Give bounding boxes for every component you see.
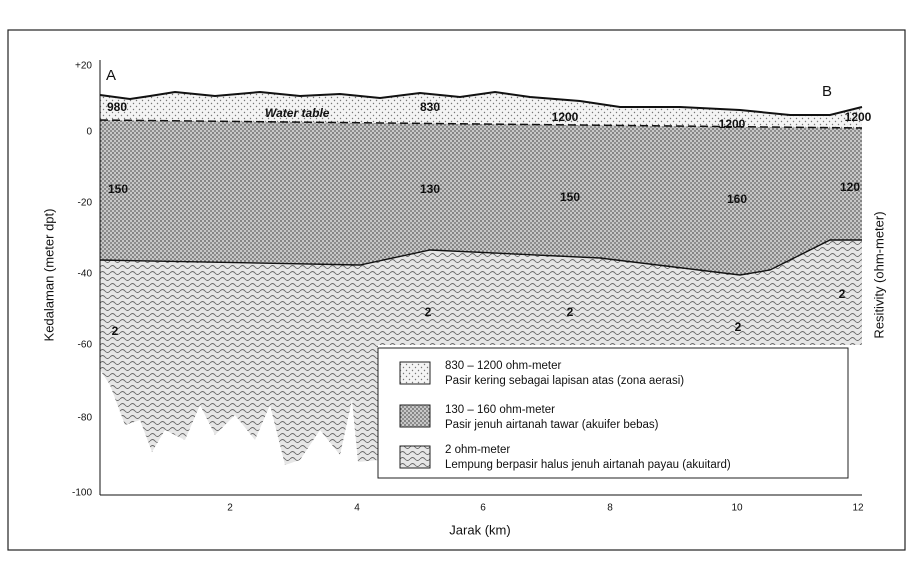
resistivity-label: 150 (108, 182, 128, 196)
end-label: B (822, 83, 832, 100)
y-tick-label: 0 (86, 127, 92, 138)
y-tick-label: +20 (75, 61, 92, 72)
x-ticks: 2 4 6 8 10 12 (227, 503, 864, 514)
x-tick-label: 12 (852, 503, 864, 514)
resistivity-label: 130 (420, 182, 440, 196)
x-tick-label: 10 (731, 503, 743, 514)
resistivity-label: 830 (420, 100, 440, 114)
x-tick-label: 8 (607, 503, 613, 514)
legend-description: Lempung berpasir halus jenuh airtanah pa… (445, 459, 731, 471)
legend-range: 830 – 1200 ohm-meter (445, 360, 562, 372)
x-tick-label: 2 (227, 503, 233, 514)
resistivity-label: 120 (840, 180, 860, 194)
x-tick-label: 4 (354, 503, 360, 514)
legend-swatch (400, 446, 430, 468)
y-axis-title: Kedalaman (meter dpt) (41, 209, 56, 342)
resistivity-label: 1200 (719, 117, 746, 131)
y-tick-label: -60 (78, 340, 93, 351)
y-tick-label: -20 (78, 198, 93, 209)
legend-range: 2 ohm-meter (445, 444, 510, 456)
resistivity-label: 1200 (552, 110, 579, 124)
end-label: A (106, 67, 116, 84)
x-tick-label: 6 (480, 503, 486, 514)
resistivity-label: 160 (727, 192, 747, 206)
figure: +20 0 -20 -40 -60 -80 -100 2 4 6 8 10 12… (0, 0, 915, 559)
resistivity-label: 2 (839, 287, 846, 301)
resistivity-label: 980 (107, 100, 127, 114)
resistivity-label: 1200 (845, 110, 872, 124)
water-table-label: Water table (265, 106, 330, 120)
resistivity-label: 2 (567, 305, 574, 319)
legend-description: Pasir jenuh airtanah tawar (akuifer beba… (445, 419, 659, 431)
legend: 830 – 1200 ohm-meter Pasir kering sebaga… (378, 348, 848, 478)
y-tick-label: -100 (72, 488, 92, 499)
legend-swatch (400, 405, 430, 427)
resistivity-label: 2 (735, 320, 742, 334)
legend-description: Pasir kering sebagai lapisan atas (zona … (445, 375, 684, 387)
x-axis-title: Jarak (km) (449, 522, 510, 537)
resistivity-label: 150 (560, 190, 580, 204)
resistivity-label: 2 (112, 324, 119, 338)
resistivity-label: 2 (425, 305, 432, 319)
legend-swatch (400, 362, 430, 384)
y-tick-label: -40 (78, 269, 93, 280)
legend-range: 130 – 160 ohm-meter (445, 404, 555, 416)
y2-axis-title: Resitivity (ohm-meter) (871, 211, 886, 338)
y-tick-label: -80 (78, 413, 93, 424)
y-ticks: +20 0 -20 -40 -60 -80 -100 (72, 61, 92, 499)
